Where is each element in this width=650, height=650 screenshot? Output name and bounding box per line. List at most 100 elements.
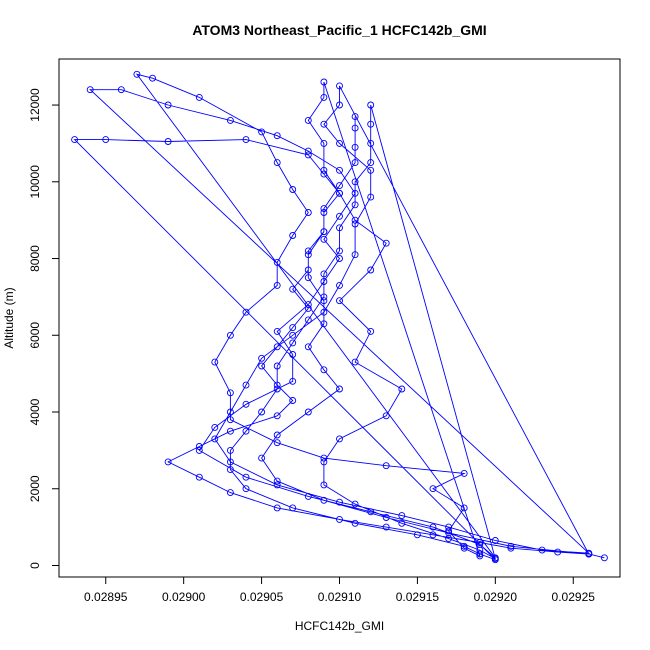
- data-point: [413, 531, 421, 539]
- data-point: [242, 308, 250, 316]
- data-point: [226, 416, 234, 424]
- data-point: [273, 385, 281, 393]
- data-point: [211, 435, 219, 443]
- data-point: [71, 136, 79, 144]
- data-point: [289, 351, 297, 358]
- data-point: [304, 209, 312, 216]
- data-point: [351, 189, 359, 197]
- data-point: [320, 320, 328, 328]
- data-point: [351, 358, 359, 366]
- data-point: [195, 443, 203, 450]
- data-point: [351, 113, 359, 121]
- x-tick-label: 0.02895: [84, 590, 128, 604]
- data-point: [273, 159, 281, 167]
- data-point: [320, 235, 328, 243]
- data-point: [273, 327, 281, 335]
- data-point: [133, 70, 141, 78]
- data-point: [367, 327, 375, 335]
- data-point: [273, 258, 281, 266]
- data-point: [304, 251, 312, 259]
- data-point: [367, 159, 375, 167]
- x-tick-label: 0.02910: [318, 590, 362, 604]
- data-point: [382, 514, 390, 521]
- data-point: [289, 285, 297, 293]
- x-tick-label: 0.02920: [474, 590, 518, 604]
- data-point: [289, 331, 297, 339]
- data-point: [289, 186, 297, 193]
- data-point: [336, 182, 343, 190]
- data-point: [289, 324, 297, 332]
- data-point: [585, 550, 593, 558]
- data-point: [445, 529, 453, 537]
- data-point: [351, 216, 359, 224]
- data-point: [164, 458, 172, 466]
- data-point: [320, 454, 328, 462]
- data-point: [320, 209, 328, 216]
- data-point: [336, 297, 343, 305]
- y-tick-label: 2000: [28, 475, 42, 502]
- data-point: [351, 159, 359, 167]
- data-point: [304, 116, 312, 124]
- data-point: [258, 408, 266, 416]
- y-tick-label: 4000: [28, 398, 42, 425]
- data-point: [226, 389, 234, 397]
- data-point: [460, 542, 468, 550]
- y-tick-label: 8000: [28, 245, 42, 272]
- data-point: [320, 228, 328, 236]
- data-point: [149, 74, 156, 82]
- data-point: [382, 523, 390, 531]
- y-axis: 0 2000 4000 6000 8000 10000 12000: [28, 88, 59, 569]
- data-point: [351, 178, 359, 186]
- data-point: [320, 293, 328, 301]
- data-point: [304, 343, 312, 351]
- data-point: [460, 504, 468, 512]
- data-point: [289, 397, 297, 404]
- data-point: [226, 331, 234, 339]
- data-point: [351, 500, 359, 508]
- data-point: [429, 531, 437, 539]
- series-layer: [71, 70, 608, 564]
- y-axis-label: Altitude (m): [2, 287, 16, 348]
- data-point: [164, 101, 172, 109]
- data-point: [336, 166, 343, 174]
- data-point: [320, 481, 328, 489]
- x-tick-label: 0.02925: [552, 590, 596, 604]
- data-point: [273, 477, 281, 485]
- data-point: [304, 492, 312, 500]
- data-point: [507, 544, 515, 552]
- data-point: [351, 124, 359, 132]
- data-point: [117, 86, 125, 94]
- data-point: [320, 120, 328, 128]
- data-point: [304, 266, 312, 274]
- data-point: [429, 523, 437, 531]
- y-tick-label: 12000: [28, 88, 42, 122]
- data-point: [320, 496, 328, 504]
- data-point: [336, 101, 343, 109]
- data-point: [195, 446, 203, 454]
- data-point: [351, 220, 359, 228]
- data-point: [242, 400, 250, 408]
- data-point: [367, 120, 375, 128]
- data-point: [273, 481, 281, 489]
- x-tick-label: 0.02915: [396, 590, 440, 604]
- data-point: [336, 139, 343, 147]
- data-point: [460, 544, 468, 552]
- data-point: [273, 439, 281, 447]
- data-point: [273, 281, 281, 289]
- data-point: [211, 358, 219, 366]
- data-point: [242, 136, 250, 144]
- data-point: [367, 166, 375, 174]
- data-point: [304, 408, 312, 416]
- data-point: [382, 239, 390, 247]
- data-point: [320, 78, 328, 86]
- data-point: [538, 546, 546, 554]
- data-point: [242, 485, 250, 493]
- data-point: [320, 458, 328, 466]
- data-point: [320, 366, 328, 374]
- data-point: [195, 93, 203, 101]
- data-point: [304, 147, 312, 155]
- data-point: [336, 515, 343, 523]
- data-point: [258, 362, 266, 370]
- data-point: [211, 423, 219, 431]
